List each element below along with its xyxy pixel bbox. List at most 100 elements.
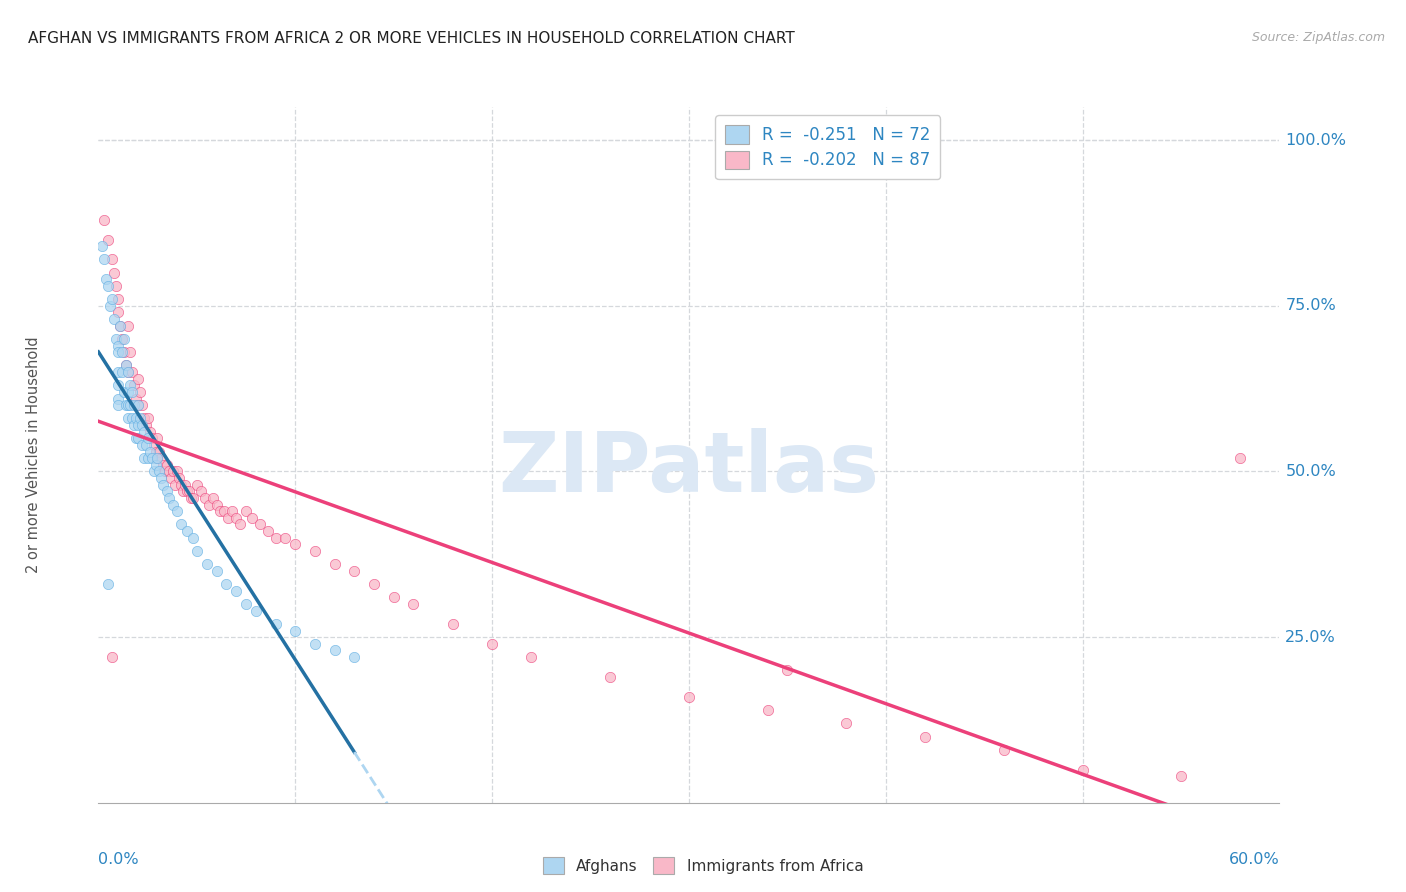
Text: 2 or more Vehicles in Household: 2 or more Vehicles in Household [25,336,41,574]
Text: 75.0%: 75.0% [1285,298,1336,313]
Point [117,411,139,425]
Point [107,378,129,392]
Point [107,338,129,352]
Point [205,564,228,578]
Point [148,465,170,479]
Point [214,504,236,518]
Point [118,378,141,392]
Point [323,643,346,657]
Point [162,498,184,512]
Legend: Afghans, Immigrants from Africa: Afghans, Immigrants from Africa [537,851,869,880]
Point [125,431,148,445]
Point [118,398,141,412]
Point [170,477,193,491]
Point [190,484,212,499]
Point [284,624,307,638]
Point [141,451,163,466]
Point [115,359,138,373]
Point [156,458,179,472]
Point [146,431,169,445]
Point [121,365,143,379]
Point [180,491,202,505]
Point [181,531,204,545]
Point [678,690,700,704]
Legend: R =  -0.251   N = 72, R =  -0.202   N = 87: R = -0.251 N = 72, R = -0.202 N = 87 [716,115,941,179]
Point [121,384,143,399]
Point [1229,451,1251,466]
Point [127,431,149,445]
Text: 100.0%: 100.0% [1285,133,1347,148]
Point [165,477,187,491]
Point [132,411,155,425]
Point [993,743,1015,757]
Point [107,392,129,406]
Point [115,359,138,373]
Point [152,477,174,491]
Point [131,438,153,452]
Point [217,511,239,525]
Point [481,637,503,651]
Point [157,465,180,479]
Point [146,451,169,466]
Point [111,332,134,346]
Point [98,299,121,313]
Point [122,378,145,392]
Point [141,431,163,445]
Point [112,384,135,399]
Point [221,504,243,518]
Point [122,418,145,433]
Point [101,292,124,306]
Point [112,332,135,346]
Point [93,212,115,227]
Point [177,484,200,499]
Point [107,365,129,379]
Point [148,444,170,458]
Point [111,365,134,379]
Point [225,511,247,525]
Point [155,465,177,479]
Point [101,252,124,267]
Point [107,292,129,306]
Point [121,411,143,425]
Point [201,491,224,505]
Point [835,716,858,731]
Point [240,511,263,525]
Point [166,465,188,479]
Point [128,384,150,399]
Point [103,312,125,326]
Point [176,524,198,538]
Point [162,465,184,479]
Point [186,544,208,558]
Point [127,372,149,386]
Text: 50.0%: 50.0% [1285,464,1336,479]
Point [112,345,135,359]
Point [118,345,141,359]
Point [150,471,173,485]
Point [181,491,204,505]
Text: 60.0%: 60.0% [1229,852,1279,866]
Point [97,577,120,591]
Point [105,279,128,293]
Point [167,471,190,485]
Point [304,544,326,558]
Point [105,332,128,346]
Point [107,398,129,412]
Point [135,438,157,452]
Point [166,504,188,518]
Point [205,498,228,512]
Point [122,398,145,412]
Point [225,583,247,598]
Text: 0.0%: 0.0% [98,852,139,866]
Point [145,458,167,472]
Point [382,591,405,605]
Point [115,398,138,412]
Point [176,484,198,499]
Point [235,504,257,518]
Point [363,577,385,591]
Point [152,458,174,472]
Text: 25.0%: 25.0% [1285,630,1336,645]
Point [1071,763,1094,777]
Point [145,444,167,458]
Point [1170,769,1192,783]
Point [197,498,219,512]
